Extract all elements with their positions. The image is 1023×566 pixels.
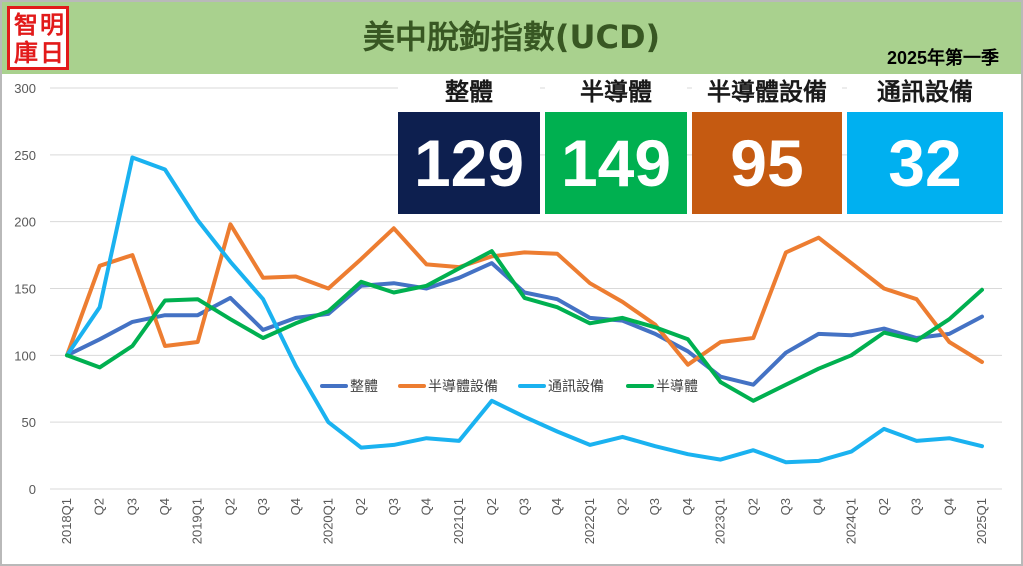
x-tick-label: Q3 [647,498,662,515]
series-lines [65,155,984,465]
kpi-value-semi-equipment: 95 [692,112,842,214]
x-tick-label: Q4 [811,498,826,515]
y-tick-label: 200 [14,215,36,230]
x-tick-label: Q3 [909,498,924,515]
x-tick-label: Q3 [386,498,401,515]
legend-label: 整體 [350,379,378,395]
logo-char: 日 [40,38,64,67]
x-tick-label: Q2 [615,498,630,515]
y-tick-label: 100 [14,348,36,363]
x-tick-label: Q4 [680,498,695,515]
series-line [65,155,984,465]
x-tick-label: Q3 [778,498,793,515]
legend-label: 半導體 [656,379,698,395]
kpi-label-semiconductor: 半導體 [545,74,687,110]
y-tick-label: 0 [29,482,36,497]
series-line [65,261,984,387]
x-tick-label: Q3 [255,498,270,515]
legend-label: 通訊設備 [548,379,604,395]
logo: 智 明 庫 日 [7,6,69,70]
chart-subtitle: 2025年第一季 [886,48,999,68]
header-band: 智 明 庫 日 美中脫鉤指數(UCD) 2025年第一季 [2,2,1021,74]
kpi-label-overall: 整體 [398,74,540,110]
chart-title: 美中脫鉤指數(UCD) [362,18,661,56]
x-tick-label: Q2 [484,498,499,515]
series-line [65,222,984,367]
legend-label: 半導體設備 [428,379,498,395]
x-tick-label: 2024Q1 [843,498,858,544]
y-axis-ticks: 0 50 100 150 200 250 300 [14,81,36,497]
kpi-label-semi-equipment: 半導體設備 [692,74,842,110]
kpi-label-telecom-equipment: 通訊設備 [847,74,1003,110]
x-tick-label: Q4 [288,498,303,515]
x-tick-label: 2021Q1 [451,498,466,544]
logo-char: 庫 [14,38,38,67]
x-tick-label: Q4 [418,498,433,515]
x-tick-label: Q2 [876,498,891,515]
y-tick-label: 250 [14,148,36,163]
kpi-value-semiconductor: 149 [545,112,687,214]
y-tick-label: 300 [14,81,36,96]
x-tick-label: Q4 [549,498,564,515]
x-tick-label: 2018Q1 [59,498,74,544]
logo-char: 明 [40,10,64,39]
x-axis-ticks: 2018Q1 Q2 Q3 Q4 2019Q1 Q2 Q3 Q4 2020Q1 Q2 Q3 Q4 2021… [59,498,989,544]
x-tick-label: Q2 [745,498,760,515]
x-tick-label: Q3 [124,498,139,515]
x-tick-label: Q4 [941,498,956,515]
kpi-value-overall: 129 [398,112,540,214]
y-tick-label: 50 [22,415,36,430]
logo-char: 智 [14,10,38,39]
x-tick-label: Q4 [157,498,172,515]
x-tick-label: Q2 [353,498,368,515]
y-tick-label: 150 [14,282,36,297]
x-tick-label: 2025Q1 [974,498,989,544]
x-tick-label: 2023Q1 [713,498,728,544]
legend: 整體 半導體設備 通訊設備 半導體 [320,379,698,395]
x-tick-label: 2019Q1 [190,498,205,544]
series-line [65,249,984,403]
kpi-value-telecom-equipment: 32 [847,112,1003,214]
x-tick-label: Q2 [92,498,107,515]
x-tick-label: Q3 [517,498,532,515]
x-tick-label: 2022Q1 [582,498,597,544]
x-tick-label: 2020Q1 [320,498,335,544]
x-tick-label: Q2 [222,498,237,515]
